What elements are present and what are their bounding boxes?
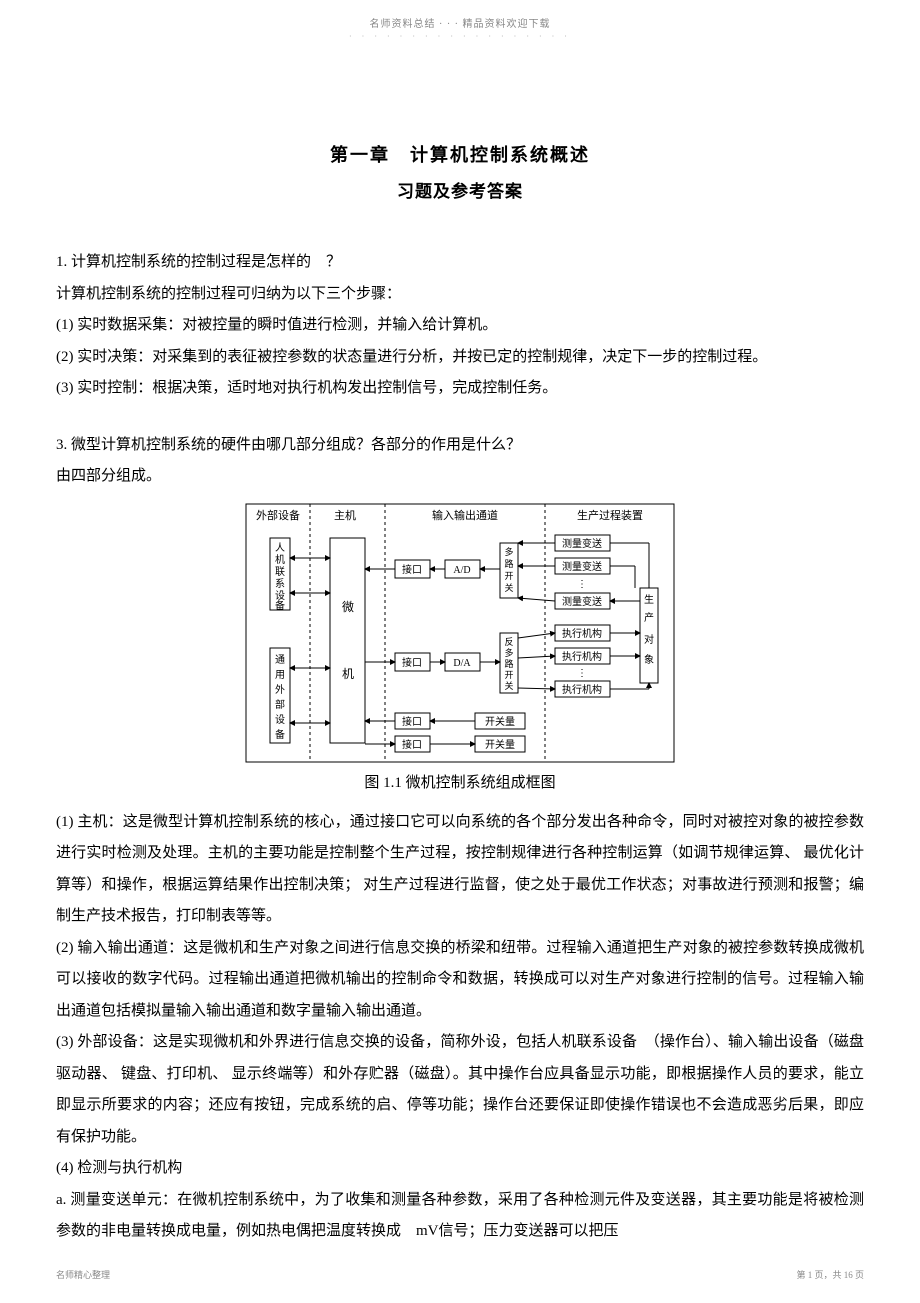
- svg-text:D/A: D/A: [453, 658, 471, 669]
- svg-text:A/D: A/D: [453, 565, 470, 576]
- svg-text:反: 反: [504, 637, 513, 647]
- q3-intro: 由四部分组成。: [56, 461, 864, 493]
- svg-text:⋮: ⋮: [577, 668, 587, 679]
- svg-text:开: 开: [504, 571, 513, 581]
- top-dots: · · · · · · · · · · · · · · · · · ·: [0, 32, 920, 41]
- svg-text:测量变送: 测量变送: [562, 560, 602, 573]
- q1-item-3: (3) 实时控制：根据决策，适时地对执行机构发出控制信号，完成控制任务。: [56, 373, 864, 405]
- svg-text:接口: 接口: [402, 563, 422, 576]
- svg-text:对: 对: [644, 633, 654, 646]
- svg-text:路: 路: [504, 658, 513, 669]
- col4-label: 生产过程装置: [577, 508, 643, 522]
- col2-label: 主机: [334, 508, 356, 522]
- svg-text:开关量: 开关量: [485, 738, 515, 751]
- svg-text:测量变送: 测量变送: [562, 537, 602, 550]
- para-1: (1) 主机：这是微型计算机控制系统的核心，通过接口它可以向系统的各个部分发出各…: [56, 807, 864, 933]
- q1-heading: 1. 计算机控制系统的控制过程是怎样的 ？: [56, 247, 864, 279]
- svg-text:多: 多: [504, 546, 513, 557]
- para-3: (3) 外部设备：这是实现微机和外界进行信息交换的设备，简称外设，包括人机联系设…: [56, 1027, 864, 1153]
- diagram-caption: 图 1.1 微机控制系统组成框图: [56, 771, 864, 792]
- svg-text:执行机构: 执行机构: [562, 650, 602, 663]
- svg-text:开关量: 开关量: [485, 715, 515, 728]
- svg-text:微: 微: [342, 600, 354, 614]
- diagram-container: 外部设备 主机 输入输出通道 生产过程装置 人 机 联 系 设 备 通 用 外 …: [56, 503, 864, 763]
- svg-text:产: 产: [644, 611, 654, 624]
- svg-text:多: 多: [504, 647, 513, 658]
- svg-text:执行机构: 执行机构: [562, 683, 602, 696]
- col1-label: 外部设备: [256, 508, 300, 522]
- subtitle: 习题及参考答案: [56, 177, 864, 202]
- svg-text:机: 机: [342, 667, 354, 681]
- svg-text:象: 象: [644, 654, 654, 666]
- svg-text:备: 备: [275, 728, 285, 741]
- para-5: a. 测量变送单元：在微机控制系统中，为了收集和测量各种参数，采用了各种检测元件…: [56, 1185, 864, 1248]
- q1-item-1: (1) 实时数据采集：对被控量的瞬时值进行检测，并输入给计算机。: [56, 310, 864, 342]
- para-2: (2) 输入输出通道：这是微机和生产对象之间进行信息交换的桥梁和纽带。过程输入通…: [56, 933, 864, 1028]
- svg-text:执行机构: 执行机构: [562, 627, 602, 640]
- svg-text:接口: 接口: [402, 738, 422, 751]
- svg-text:系: 系: [275, 578, 285, 590]
- svg-text:通: 通: [275, 654, 285, 666]
- system-diagram: 外部设备 主机 输入输出通道 生产过程装置 人 机 联 系 设 备 通 用 外 …: [245, 503, 675, 763]
- footer-right: 第 1 页，共 16 页: [796, 1268, 864, 1281]
- q1-intro: 计算机控制系统的控制过程可归纳为以下三个步骤：: [56, 279, 864, 311]
- svg-text:设: 设: [275, 714, 285, 726]
- q1-item-2: (2) 实时决策：对采集到的表征被控参数的状态量进行分析，并按已定的控制规律，决…: [56, 342, 864, 374]
- svg-text:外: 外: [275, 684, 285, 696]
- q3-heading: 3. 微型计算机控制系统的硬件由哪几部分组成？各部分的作用是什么？: [56, 430, 864, 462]
- svg-text:生: 生: [644, 593, 654, 606]
- svg-text:联: 联: [275, 566, 285, 578]
- para-4: (4) 检测与执行机构: [56, 1153, 864, 1185]
- svg-text:接口: 接口: [402, 715, 422, 728]
- footer-left: 名师精心整理: [56, 1268, 110, 1281]
- svg-text:机: 机: [275, 553, 285, 566]
- svg-text:用: 用: [275, 670, 285, 681]
- svg-text:测量变送: 测量变送: [562, 595, 602, 608]
- svg-text:接口: 接口: [402, 656, 422, 669]
- svg-text:⋮: ⋮: [577, 579, 587, 590]
- svg-text:人: 人: [275, 542, 285, 554]
- svg-text:备: 备: [275, 599, 285, 612]
- chapter-title: 第一章 计算机控制系统概述: [56, 141, 864, 167]
- svg-text:部: 部: [275, 698, 285, 711]
- svg-text:开: 开: [504, 670, 513, 680]
- svg-text:路: 路: [504, 558, 513, 569]
- content-area: 第一章 计算机控制系统概述 习题及参考答案 1. 计算机控制系统的控制过程是怎样…: [0, 41, 920, 1248]
- svg-text:关: 关: [504, 582, 513, 593]
- top-header: 名师资料总结 · · · 精品资料欢迎下载: [0, 0, 920, 30]
- col3-label: 输入输出通道: [432, 508, 498, 522]
- svg-text:关: 关: [504, 680, 513, 691]
